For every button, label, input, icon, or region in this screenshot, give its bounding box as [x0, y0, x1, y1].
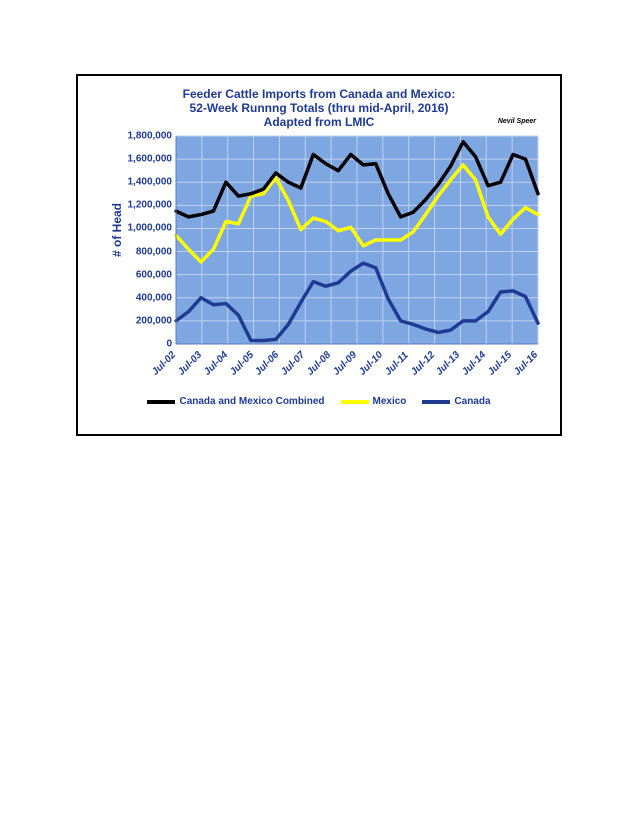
- chart-card: Feeder Cattle Imports from Canada and Me…: [76, 74, 562, 436]
- x-tick-label: Jul-07: [279, 350, 307, 378]
- x-tick-label: Jul-16: [512, 350, 540, 378]
- chart-svg: [176, 136, 538, 344]
- attribution-text: Nevil Speer: [498, 118, 536, 125]
- y-tick-label: 0: [112, 339, 172, 350]
- x-tick-label: Jul-12: [409, 350, 437, 378]
- x-tick-label: Jul-09: [331, 350, 359, 378]
- x-tick-label: Jul-05: [228, 350, 256, 378]
- legend-label: Mexico: [373, 396, 407, 407]
- title-line-2: 52-Week Runnng Totals (thru mid-April, 2…: [86, 102, 552, 116]
- x-tick-label: Jul-02: [150, 350, 178, 378]
- x-tick-label: Jul-14: [460, 350, 488, 378]
- y-tick-label: 1,200,000: [112, 200, 172, 211]
- legend-swatch: [341, 400, 369, 404]
- title-line-1: Feeder Cattle Imports from Canada and Me…: [86, 88, 552, 102]
- legend-item: Canada and Mexico Combined: [147, 396, 324, 407]
- legend-label: Canada: [454, 396, 490, 407]
- y-tick-label: 200,000: [112, 315, 172, 326]
- legend-item: Mexico: [341, 396, 407, 407]
- title-line-3: Adapted from LMIC: [86, 116, 552, 130]
- plot-area: [176, 136, 538, 344]
- legend-label: Canada and Mexico Combined: [179, 396, 324, 407]
- x-tick-label: Jul-11: [383, 350, 411, 378]
- legend-swatch: [147, 400, 175, 404]
- x-tick-label: Jul-08: [305, 350, 333, 378]
- y-tick-label: 400,000: [112, 292, 172, 303]
- y-axis-label: # of Head: [90, 224, 104, 236]
- y-tick-label: 800,000: [112, 246, 172, 257]
- x-tick-label: Jul-10: [357, 350, 385, 378]
- y-tick-label: 1,800,000: [112, 131, 172, 142]
- y-tick-label: 1,600,000: [112, 154, 172, 165]
- x-tick-label: Jul-15: [486, 350, 514, 378]
- x-tick-label: Jul-06: [253, 350, 281, 378]
- chart-title: Feeder Cattle Imports from Canada and Me…: [86, 88, 552, 129]
- legend-item: Canada: [422, 396, 490, 407]
- y-tick-label: 1,400,000: [112, 177, 172, 188]
- x-tick-label: Jul-04: [202, 350, 230, 378]
- chart-legend: Canada and Mexico Combined Mexico Canada: [86, 396, 552, 407]
- x-tick-label: Jul-13: [434, 350, 462, 378]
- y-tick-label: 600,000: [112, 269, 172, 280]
- chart-area: Feeder Cattle Imports from Canada and Me…: [86, 84, 552, 426]
- legend-swatch: [422, 400, 450, 404]
- y-tick-label: 1,000,000: [112, 223, 172, 234]
- x-tick-label: Jul-03: [176, 350, 204, 378]
